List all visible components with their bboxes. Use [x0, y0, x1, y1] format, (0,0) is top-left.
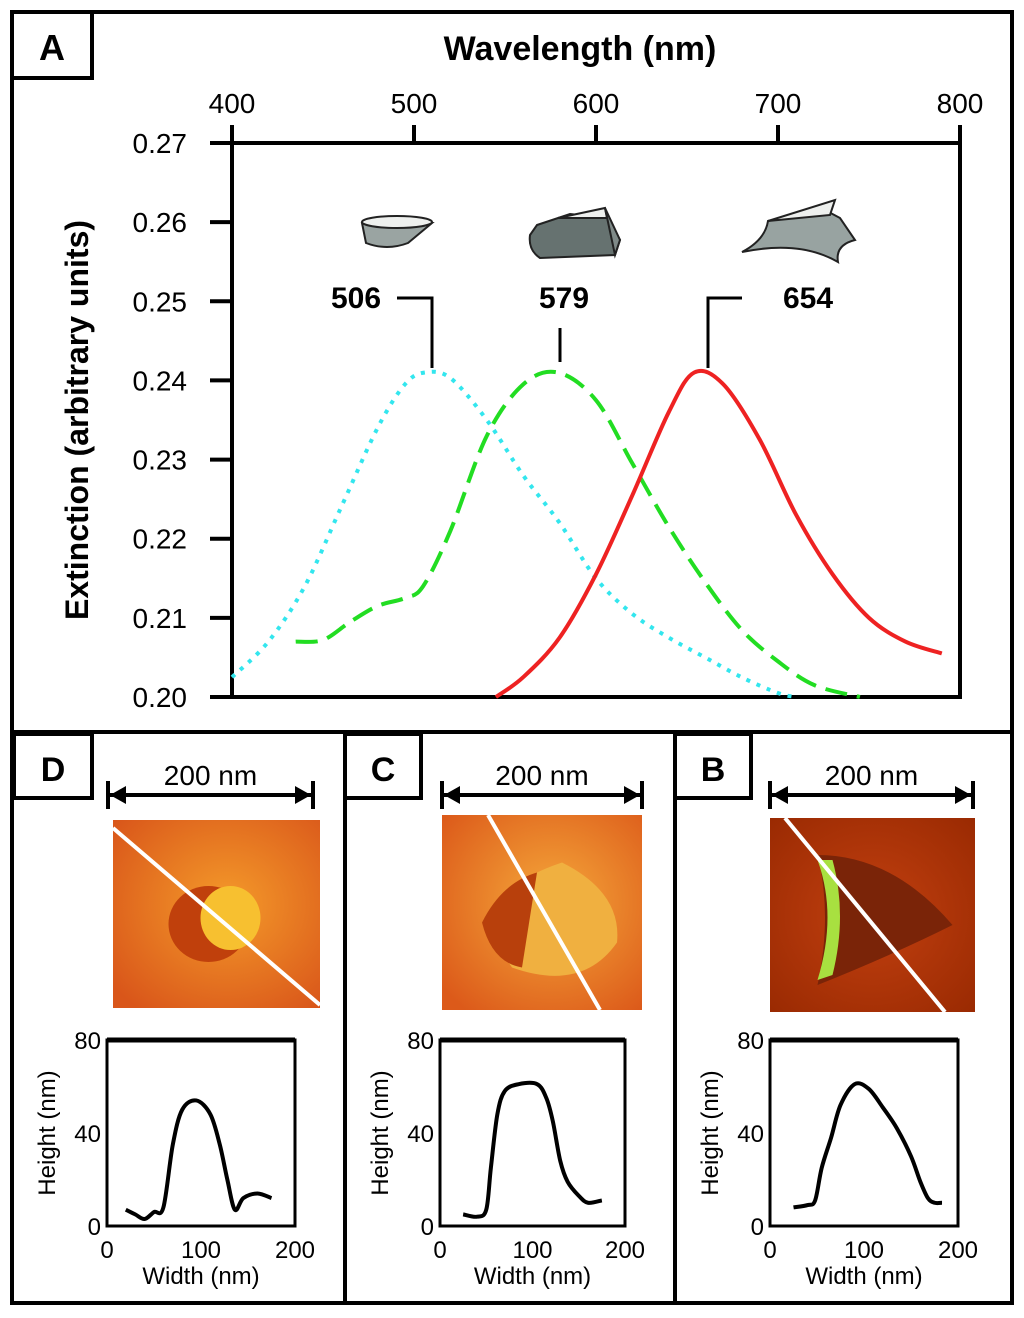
y-axis-title: Extinction (arbitrary units) — [59, 220, 95, 620]
arrow-right-icon — [624, 786, 640, 804]
plot-frame — [438, 1038, 627, 1228]
panel-label-a: A — [39, 27, 65, 68]
x-tick-label: 400 — [209, 88, 256, 119]
spectrum-line-506 — [230, 369, 797, 699]
panel-label-b: B — [701, 751, 726, 789]
peak-label-654: 654 — [783, 282, 833, 315]
nanoparticle — [817, 855, 953, 985]
y-axis-title: Height (nm) — [697, 1070, 724, 1195]
peak-leader-506 — [397, 296, 434, 368]
afm-image — [770, 816, 975, 1014]
panel-b: 200 nm 0 100 200 0 40 80 Width (nm) Height (nm) — [697, 760, 978, 1290]
y-axis-title: Height (nm) — [34, 1070, 61, 1195]
y-tick-label: 0.23 — [133, 445, 188, 476]
x-tick-label: 800 — [937, 88, 984, 119]
x-tick-label: 200 — [605, 1237, 645, 1264]
panel-label-box-a — [10, 10, 94, 80]
line-profile-marker — [486, 814, 602, 1011]
x-axis-title: Width (nm) — [474, 1263, 591, 1290]
x-axis-title: Width (nm) — [142, 1263, 259, 1290]
y-tick-label: 80 — [407, 1028, 434, 1055]
nanoparticle-highlight — [817, 860, 840, 980]
height-profile-plot: 0 100 200 0 40 80 Width (nm) Height (nm) — [34, 1028, 315, 1290]
y-tick-label: 80 — [737, 1028, 764, 1055]
line-profile-marker — [783, 816, 947, 1014]
afm-image — [442, 814, 642, 1011]
height-profile-line — [124, 1098, 273, 1222]
panel-label-box-b — [673, 732, 753, 800]
x-tick-label: 600 — [573, 88, 620, 119]
spectrum-line-579 — [295, 369, 861, 699]
y-tick-label: 0.20 — [133, 682, 188, 713]
x-tick-label: 200 — [938, 1237, 978, 1264]
y-tick-label: 0 — [751, 1214, 764, 1241]
y-axis-title: Height (nm) — [367, 1070, 394, 1195]
peak-leader-654 — [706, 296, 742, 368]
y-tick-label: 0.24 — [133, 365, 188, 396]
x-tick-label: 0 — [433, 1237, 446, 1264]
x-tick-label: 500 — [391, 88, 438, 119]
spectrum-line-654 — [494, 368, 943, 699]
bottom-panels-frame — [10, 730, 1014, 1305]
y-tick-label: 80 — [74, 1028, 101, 1055]
arrow-left-icon — [110, 786, 126, 804]
y-tick-label: 0 — [421, 1214, 434, 1241]
panel-c: 200 nm 0 100 200 0 40 80 Width (nm) Height (nm) — [367, 760, 645, 1290]
y-tick-label: 40 — [407, 1121, 434, 1148]
extinction-plot: 400 500 600 700 800 0.20 0.21 0.22 0.23 0.24 0.25 0… — [133, 88, 984, 713]
y-tick-label: 0.25 — [133, 286, 188, 317]
line-profile-marker — [111, 826, 322, 1007]
panel-label-d: D — [41, 751, 66, 789]
concave-triangle-shape-icon — [741, 198, 857, 264]
x-tick-label: 100 — [844, 1237, 884, 1264]
peak-label-506: 506 — [331, 282, 381, 315]
y-tick-label: 40 — [74, 1121, 101, 1148]
disk-shape-icon — [360, 215, 435, 248]
arrow-left-icon — [444, 786, 460, 804]
scale-bar-label: 200 nm — [825, 760, 918, 791]
y-tick-label: 0.26 — [133, 207, 188, 238]
truncated-triangle-shape-icon — [528, 206, 622, 260]
y-tick-label: 40 — [737, 1121, 764, 1148]
nanoparticle-highlight — [200, 886, 261, 950]
panel-label-c: C — [371, 751, 396, 789]
height-profile-plot: 0 100 200 0 40 80 Width (nm) Height (nm) — [697, 1028, 978, 1290]
panel-label-box-c — [343, 732, 423, 800]
y-tick-label: 0 — [88, 1214, 101, 1241]
x-tick-label: 0 — [100, 1237, 113, 1264]
height-profile-plot: 0 100 200 0 40 80 Width (nm) Height (nm) — [367, 1028, 645, 1290]
x-axis-title: Width (nm) — [805, 1263, 922, 1290]
arrow-right-icon — [295, 786, 311, 804]
y-tick-label: 0.27 — [133, 128, 188, 159]
height-profile-line — [462, 1080, 603, 1219]
x-tick-label: 700 — [755, 88, 802, 119]
y-tick-label: 0.22 — [133, 524, 188, 555]
x-tick-label: 0 — [763, 1237, 776, 1264]
height-profile-line — [793, 1081, 943, 1210]
arrow-right-icon — [955, 786, 971, 804]
afm-image — [111, 820, 322, 1008]
x-tick-label: 100 — [512, 1237, 552, 1264]
x-tick-label: 100 — [181, 1237, 221, 1264]
panel-label-box-d — [12, 732, 94, 800]
scale-bar-label: 200 nm — [495, 760, 588, 791]
panel-d: 200 nm 0 100 200 0 40 80 Width (nm) Height (nm) — [34, 760, 322, 1290]
scale-bar-label: 200 nm — [164, 760, 257, 791]
x-axis-title: Wavelength (nm) — [444, 30, 717, 68]
x-tick-label: 200 — [275, 1237, 315, 1264]
peak-label-579: 579 — [539, 282, 589, 315]
arrow-left-icon — [772, 786, 788, 804]
y-tick-label: 0.21 — [133, 603, 188, 634]
nanoparticle-shadow — [482, 872, 537, 968]
